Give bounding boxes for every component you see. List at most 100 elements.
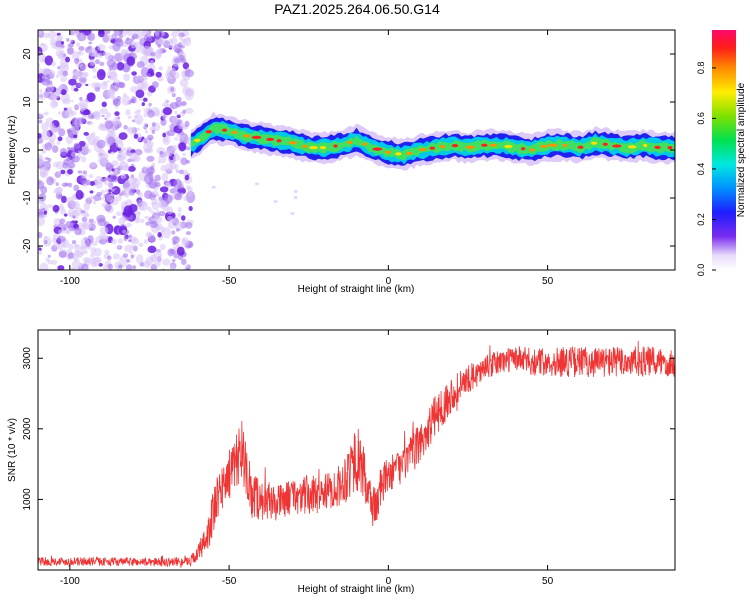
track-peak: [251, 135, 262, 139]
track-peak: [205, 130, 212, 134]
noise-point: [66, 37, 70, 42]
noise-point: [103, 193, 108, 199]
noise-point: [111, 168, 115, 172]
noise-point: [73, 134, 78, 139]
noise-point: [143, 137, 148, 144]
noise-point: [141, 102, 145, 107]
noise-point: [171, 259, 176, 263]
noise-point: [184, 267, 190, 270]
noise-point: [99, 107, 108, 115]
noise-point: [111, 238, 117, 245]
noise-point: [117, 151, 127, 162]
noise-point: [76, 32, 87, 42]
x-tick-label: 0: [386, 576, 392, 587]
noise-point: [92, 200, 97, 205]
x-tick-label: -50: [222, 576, 237, 587]
snr-frame: [37, 329, 676, 571]
noise-point: [136, 127, 141, 131]
track-peak: [418, 148, 427, 152]
noise-point: [113, 30, 123, 36]
noise-point: [171, 93, 176, 98]
noise-point: [99, 61, 105, 67]
noise-point: [41, 75, 45, 80]
noise-point: [108, 189, 112, 193]
noise-point: [47, 203, 54, 208]
noise-point: [121, 32, 127, 37]
noise-point: [79, 99, 89, 111]
noise-point: [157, 231, 162, 238]
noise-point: [99, 226, 109, 235]
noise-point: [107, 136, 116, 145]
noise-point: [47, 30, 57, 40]
track-peak: [577, 145, 584, 149]
noise-point: [148, 137, 152, 141]
noise-point: [148, 102, 152, 107]
noise-point: [184, 120, 190, 128]
noise-point: [52, 238, 57, 243]
noise-point: [89, 180, 95, 186]
colorbar-tick-label: 0.4: [696, 163, 706, 176]
noise-point: [61, 182, 68, 188]
noise-point: [138, 205, 145, 211]
noise-point: [176, 246, 185, 256]
noise-point: [171, 30, 178, 38]
noise-point: [166, 129, 176, 137]
noise-point: [55, 50, 63, 57]
noise-point: [176, 170, 181, 174]
noise-point: [51, 128, 56, 133]
noise-point: [38, 30, 42, 35]
noise-point: [66, 156, 72, 162]
noise-point: [123, 205, 133, 217]
noise-point: [79, 96, 83, 101]
noise-point: [182, 239, 187, 244]
noise-point: [116, 61, 125, 71]
colorbar-tick-label: 0.8: [696, 62, 706, 75]
noise-point: [44, 55, 54, 66]
noise-point: [144, 172, 154, 185]
noise-point: [151, 129, 156, 135]
track-peak: [429, 146, 436, 150]
noise-point: [38, 208, 44, 216]
track-peak: [504, 144, 513, 149]
noise-point: [95, 82, 101, 88]
noise-point: [128, 126, 136, 135]
noise-point: [83, 131, 89, 136]
noise-point: [101, 202, 108, 208]
noise-point: [38, 247, 42, 251]
noise-point: [147, 109, 155, 118]
noise-point: [76, 82, 83, 88]
noise-point: [137, 192, 144, 198]
noise-point: [52, 161, 60, 168]
noise-point: [59, 148, 68, 156]
noise-point: [124, 38, 133, 45]
noise-point: [185, 107, 194, 115]
noise-point: [184, 69, 194, 78]
noise-point: [163, 193, 173, 204]
noise-point: [173, 252, 179, 259]
noise-point: [70, 39, 74, 43]
noise-point: [171, 230, 176, 235]
y-tick-label: 1000: [22, 488, 33, 511]
noise-point: [38, 156, 45, 167]
track-peak: [481, 143, 488, 147]
noise-point: [106, 88, 115, 99]
noise-point: [170, 86, 175, 92]
noise-point: [273, 200, 278, 204]
noise-point: [89, 253, 96, 258]
noise-point: [59, 218, 66, 224]
noise-point: [78, 76, 87, 83]
noise-point: [153, 258, 162, 267]
noise-point: [140, 201, 147, 207]
noise-point: [97, 30, 105, 38]
noise-point: [149, 220, 158, 228]
noise-point: [158, 66, 163, 71]
noise-point: [68, 78, 77, 86]
noise-point: [100, 123, 105, 129]
y-tick-label: -20: [22, 238, 33, 253]
noise-point: [53, 189, 59, 194]
noise-point: [39, 166, 49, 179]
noise-point: [105, 111, 111, 118]
noise-point: [43, 32, 50, 39]
noise-point: [170, 67, 176, 74]
noise-point: [150, 210, 155, 214]
